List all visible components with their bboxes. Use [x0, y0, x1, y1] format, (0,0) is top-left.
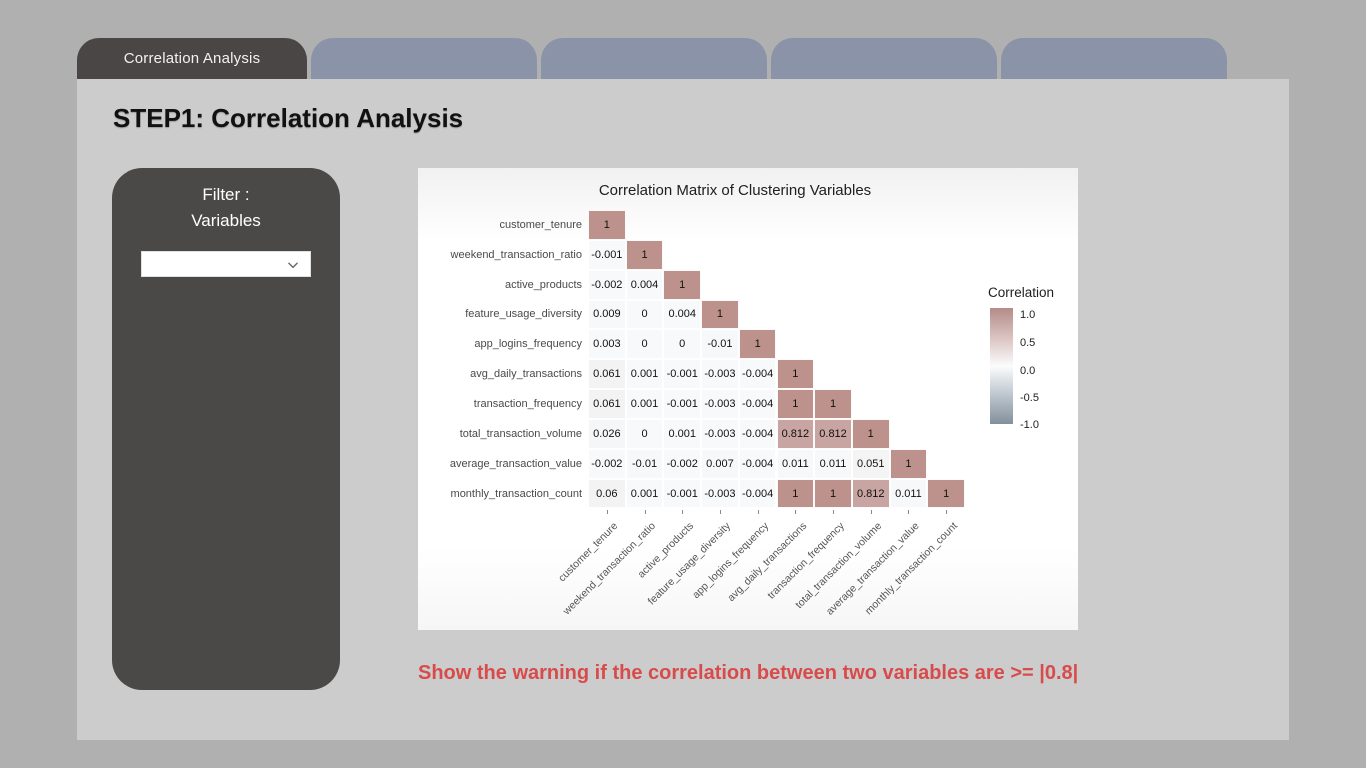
- matrix-cell: -0.004: [738, 418, 777, 449]
- matrix-cell: 0.051: [851, 448, 890, 479]
- tab-blank-1[interactable]: [311, 38, 537, 79]
- y-axis-label: average_transaction_value: [449, 457, 582, 470]
- matrix-cell: 1: [625, 239, 664, 270]
- matrix-cell: 1: [776, 389, 815, 419]
- legend-tick: -1.0: [1020, 419, 1039, 431]
- chart-title: Correlation Matrix of Clustering Variabl…: [598, 182, 872, 199]
- y-axis-label: total_transaction_volume: [459, 427, 582, 440]
- x-axis-tick: [946, 509, 948, 514]
- y-axis-label: monthly_transaction_count: [450, 487, 582, 500]
- content-panel: STEP1: Correlation Analysis Filter : Var…: [77, 79, 1289, 740]
- x-axis-tick: [833, 509, 835, 514]
- x-axis-tick: [870, 509, 872, 514]
- matrix-cell: -0.002: [588, 269, 626, 300]
- tab-blank-4[interactable]: [1001, 38, 1227, 79]
- x-axis-tick: [719, 509, 721, 514]
- matrix-cell: 0.001: [625, 389, 664, 419]
- warning-note: Show the warning if the correlation betw…: [418, 662, 1079, 684]
- matrix-cell: 1: [927, 478, 965, 509]
- matrix-cell: -0.001: [663, 359, 702, 390]
- matrix-cell: -0.001: [663, 389, 702, 419]
- x-axis-tick: [908, 509, 910, 514]
- x-axis-tick: [606, 509, 608, 514]
- matrix-cell: -0.003: [701, 478, 739, 509]
- matrix-cell: 1: [814, 478, 852, 509]
- filter-label-line2: Variables: [191, 211, 261, 230]
- y-axis-label: weekend_transaction_ratio: [450, 248, 582, 261]
- matrix-cell: -0.01: [625, 448, 664, 479]
- legend-tick: 1.0: [1020, 309, 1036, 321]
- matrix-cell: 0.011: [889, 478, 928, 509]
- tab-bar: Correlation Analysis: [77, 38, 1227, 79]
- matrix-cell: 0: [625, 329, 664, 360]
- matrix-cell: -0.002: [663, 448, 702, 479]
- matrix-cell: 0: [625, 299, 664, 330]
- matrix-cell: 1: [776, 478, 815, 509]
- tab-blank-2[interactable]: [541, 38, 767, 79]
- matrix-cell: 1: [738, 329, 777, 360]
- matrix-cell: -0.003: [701, 418, 739, 449]
- x-axis-tick: [682, 509, 684, 514]
- legend-tick: 0.0: [1020, 365, 1036, 377]
- matrix-cell: 0.003: [588, 329, 626, 360]
- legend-tick: 0.5: [1020, 337, 1036, 349]
- legend-tick: -0.5: [1020, 392, 1039, 404]
- x-axis-tick: [644, 509, 646, 514]
- filter-label-line1: Filter :: [202, 185, 250, 204]
- matrix-cell: -0.001: [663, 478, 702, 509]
- matrix-cell: -0.001: [588, 239, 626, 270]
- matrix-cell: 0.812: [814, 418, 852, 449]
- y-axis-label: feature_usage_diversity: [465, 308, 582, 321]
- matrix-cell: 0.812: [776, 418, 815, 449]
- matrix-cell: 0.009: [588, 299, 626, 330]
- x-axis-tick: [795, 509, 797, 514]
- matrix-cell: 1: [663, 269, 702, 300]
- matrix-cell: 1: [588, 210, 626, 240]
- legend-title: Correlation: [988, 285, 1055, 300]
- matrix-cell: 0.061: [588, 389, 626, 419]
- matrix-cell: 0: [625, 418, 664, 449]
- matrix-cell: -0.003: [701, 359, 739, 390]
- matrix-cell: -0.004: [738, 359, 777, 390]
- matrix-cell: 1: [889, 448, 928, 479]
- matrix-cell: 0.001: [663, 418, 702, 449]
- matrix-cell: 0.001: [625, 359, 664, 390]
- x-axis-tick: [757, 509, 759, 514]
- matrix-cell: 1: [701, 299, 739, 330]
- matrix-cell: 0.001: [625, 478, 664, 509]
- correlation-heatmap: Correlation Matrix of Clustering Variabl…: [418, 168, 1078, 630]
- matrix-cell: 0.004: [663, 299, 702, 330]
- matrix-cell: 0.06: [588, 478, 626, 509]
- matrix-cell: 0.812: [851, 478, 890, 509]
- y-axis-label: transaction_frequency: [473, 398, 582, 411]
- y-axis-label: customer_tenure: [499, 218, 582, 231]
- matrix-cell: -0.003: [701, 389, 739, 419]
- matrix-cell: -0.002: [588, 448, 626, 479]
- matrix-cell: -0.004: [738, 389, 777, 419]
- variables-dropdown[interactable]: [141, 251, 311, 277]
- matrix-cell: 1: [851, 418, 890, 449]
- matrix-cell: 0.026: [588, 418, 626, 449]
- matrix-cell: 0.011: [814, 448, 852, 479]
- matrix-cell: 0.004: [625, 269, 664, 300]
- matrix-cell: 0.007: [701, 448, 739, 479]
- matrix-cell: -0.01: [701, 329, 739, 360]
- page-title: STEP1: Correlation Analysis: [113, 103, 464, 133]
- matrix-cell: -0.004: [738, 478, 777, 509]
- legend-colorbar: [990, 308, 1013, 424]
- chevron-down-icon: [288, 262, 298, 269]
- y-axis-label: active_products: [504, 278, 582, 291]
- matrix-cell: 0.061: [588, 359, 626, 390]
- tab-correlation-analysis[interactable]: Correlation Analysis: [77, 38, 307, 79]
- matrix-cell: 0.011: [776, 448, 815, 479]
- matrix-cell: 1: [814, 389, 852, 419]
- matrix-cell: 1: [776, 359, 815, 390]
- y-axis-label: avg_daily_transactions: [470, 368, 582, 381]
- tab-blank-3[interactable]: [771, 38, 997, 79]
- matrix-cell: 0: [663, 329, 702, 360]
- filter-panel: Filter : Variables: [112, 168, 340, 690]
- y-axis-label: app_logins_frequency: [474, 338, 582, 351]
- matrix-cell: -0.004: [738, 448, 777, 479]
